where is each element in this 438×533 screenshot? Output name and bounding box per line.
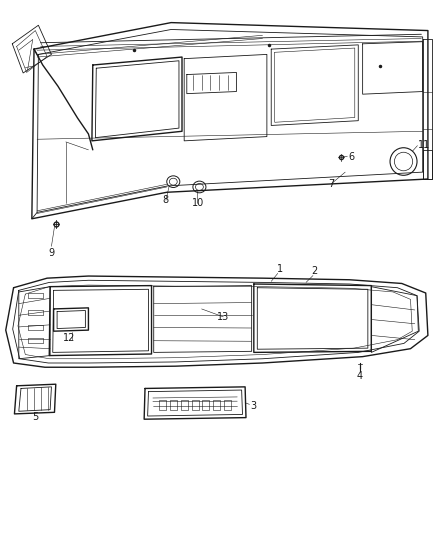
Text: 10: 10 (192, 198, 204, 207)
Bar (181, 400, 187, 410)
Text: 6: 6 (349, 152, 355, 162)
Bar (191, 400, 198, 410)
Text: 4: 4 (357, 371, 363, 381)
Text: 7: 7 (328, 179, 334, 189)
Text: 3: 3 (251, 401, 257, 411)
Bar (213, 400, 220, 410)
Bar (159, 400, 166, 410)
Bar (170, 400, 177, 410)
Text: 8: 8 (163, 195, 169, 205)
Text: 2: 2 (311, 266, 318, 276)
Text: 12: 12 (63, 333, 75, 343)
Text: 5: 5 (32, 412, 39, 422)
Bar (224, 400, 231, 410)
Text: 9: 9 (48, 248, 54, 258)
Bar (202, 400, 209, 410)
Text: 11: 11 (418, 140, 431, 150)
Text: 13: 13 (217, 311, 230, 321)
Text: 1: 1 (277, 264, 283, 274)
